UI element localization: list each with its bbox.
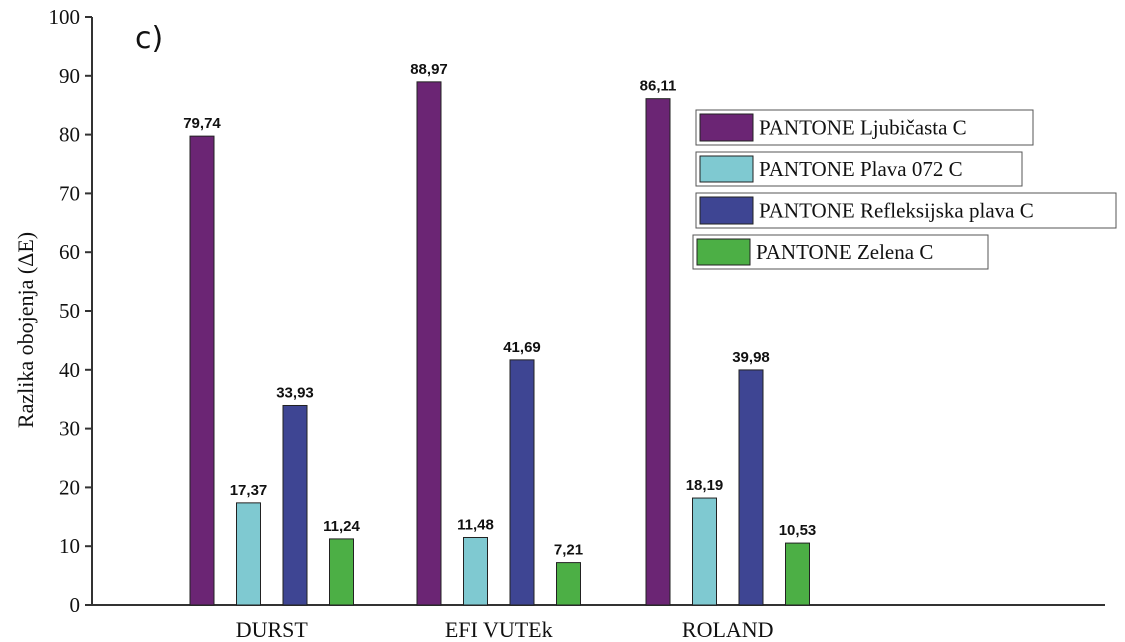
legend-swatch	[699, 196, 754, 225]
x-tick-label: ROLAND	[682, 617, 774, 642]
legend-label: PANTONE Zelena C	[756, 240, 933, 264]
legend-swatch	[699, 155, 754, 183]
y-tick-label: 70	[59, 181, 80, 205]
panel-label: c)	[135, 21, 163, 56]
bar	[692, 497, 717, 606]
legend-label: PANTONE Plava 072 C	[759, 157, 963, 181]
y-tick-label: 90	[59, 64, 80, 88]
y-tick-label: 40	[59, 358, 80, 382]
bar	[738, 369, 764, 606]
bar	[645, 98, 671, 606]
data-label: 11,24	[323, 518, 360, 535]
bar	[329, 538, 354, 606]
legend-label: PANTONE Ljubičasta C	[759, 116, 967, 140]
legend-item: PANTONE Zelena C	[692, 234, 989, 270]
legend: PANTONE Ljubičasta C PANTONE Plava 072 C P…	[692, 109, 1117, 270]
y-tick-label: 50	[59, 299, 80, 323]
legend-item: PANTONE Plava 072 C	[695, 151, 1023, 187]
bars	[189, 81, 810, 606]
y-tick-label: 0	[70, 593, 81, 617]
value-labels: 79,74 17,37 33,93 11,24 88,97 11,48 41,69 7,21 8…	[183, 61, 816, 559]
data-label: 11,48	[457, 516, 494, 533]
bar	[416, 81, 442, 606]
data-label: 18,19	[686, 477, 724, 494]
bar	[509, 359, 535, 606]
bar	[556, 562, 581, 606]
data-label: 33,93	[276, 384, 314, 401]
data-label: 17,37	[230, 482, 268, 499]
y-tick-label: 100	[49, 5, 81, 29]
legend-swatch	[699, 113, 754, 142]
data-label: 79,74	[183, 115, 221, 132]
axes: 0 10 20 30 40 50 60 70 80 90 100 DURST EFI VUTEk ROLA…	[49, 5, 1105, 642]
x-tick-label: EFI VUTEk	[445, 617, 553, 642]
data-label: 86,11	[640, 78, 677, 95]
x-tick-label: DURST	[236, 617, 309, 642]
y-tick-label: 80	[59, 123, 80, 147]
y-tick-label: 20	[59, 475, 80, 499]
bar	[282, 404, 308, 606]
y-axis-title: Razlika obojenja (ΔE)	[13, 232, 38, 428]
y-tick-label: 30	[59, 417, 80, 441]
data-label: 7,21	[554, 542, 583, 559]
bar	[236, 502, 261, 606]
data-label: 41,69	[503, 339, 541, 356]
y-tick-label: 10	[59, 534, 80, 558]
legend-swatch	[696, 238, 751, 266]
data-label: 39,98	[732, 349, 770, 366]
legend-item-box	[695, 192, 1117, 229]
data-label: 88,97	[410, 61, 448, 78]
bar	[189, 135, 215, 606]
bar	[785, 542, 810, 606]
y-tick-label: 60	[59, 240, 80, 264]
data-label: 10,53	[779, 522, 817, 539]
bar	[463, 536, 488, 606]
legend-item: PANTONE Refleksijska plava C	[695, 192, 1117, 229]
legend-item: PANTONE Ljubičasta C	[695, 109, 1034, 146]
legend-label: PANTONE Refleksijska plava C	[759, 199, 1034, 223]
